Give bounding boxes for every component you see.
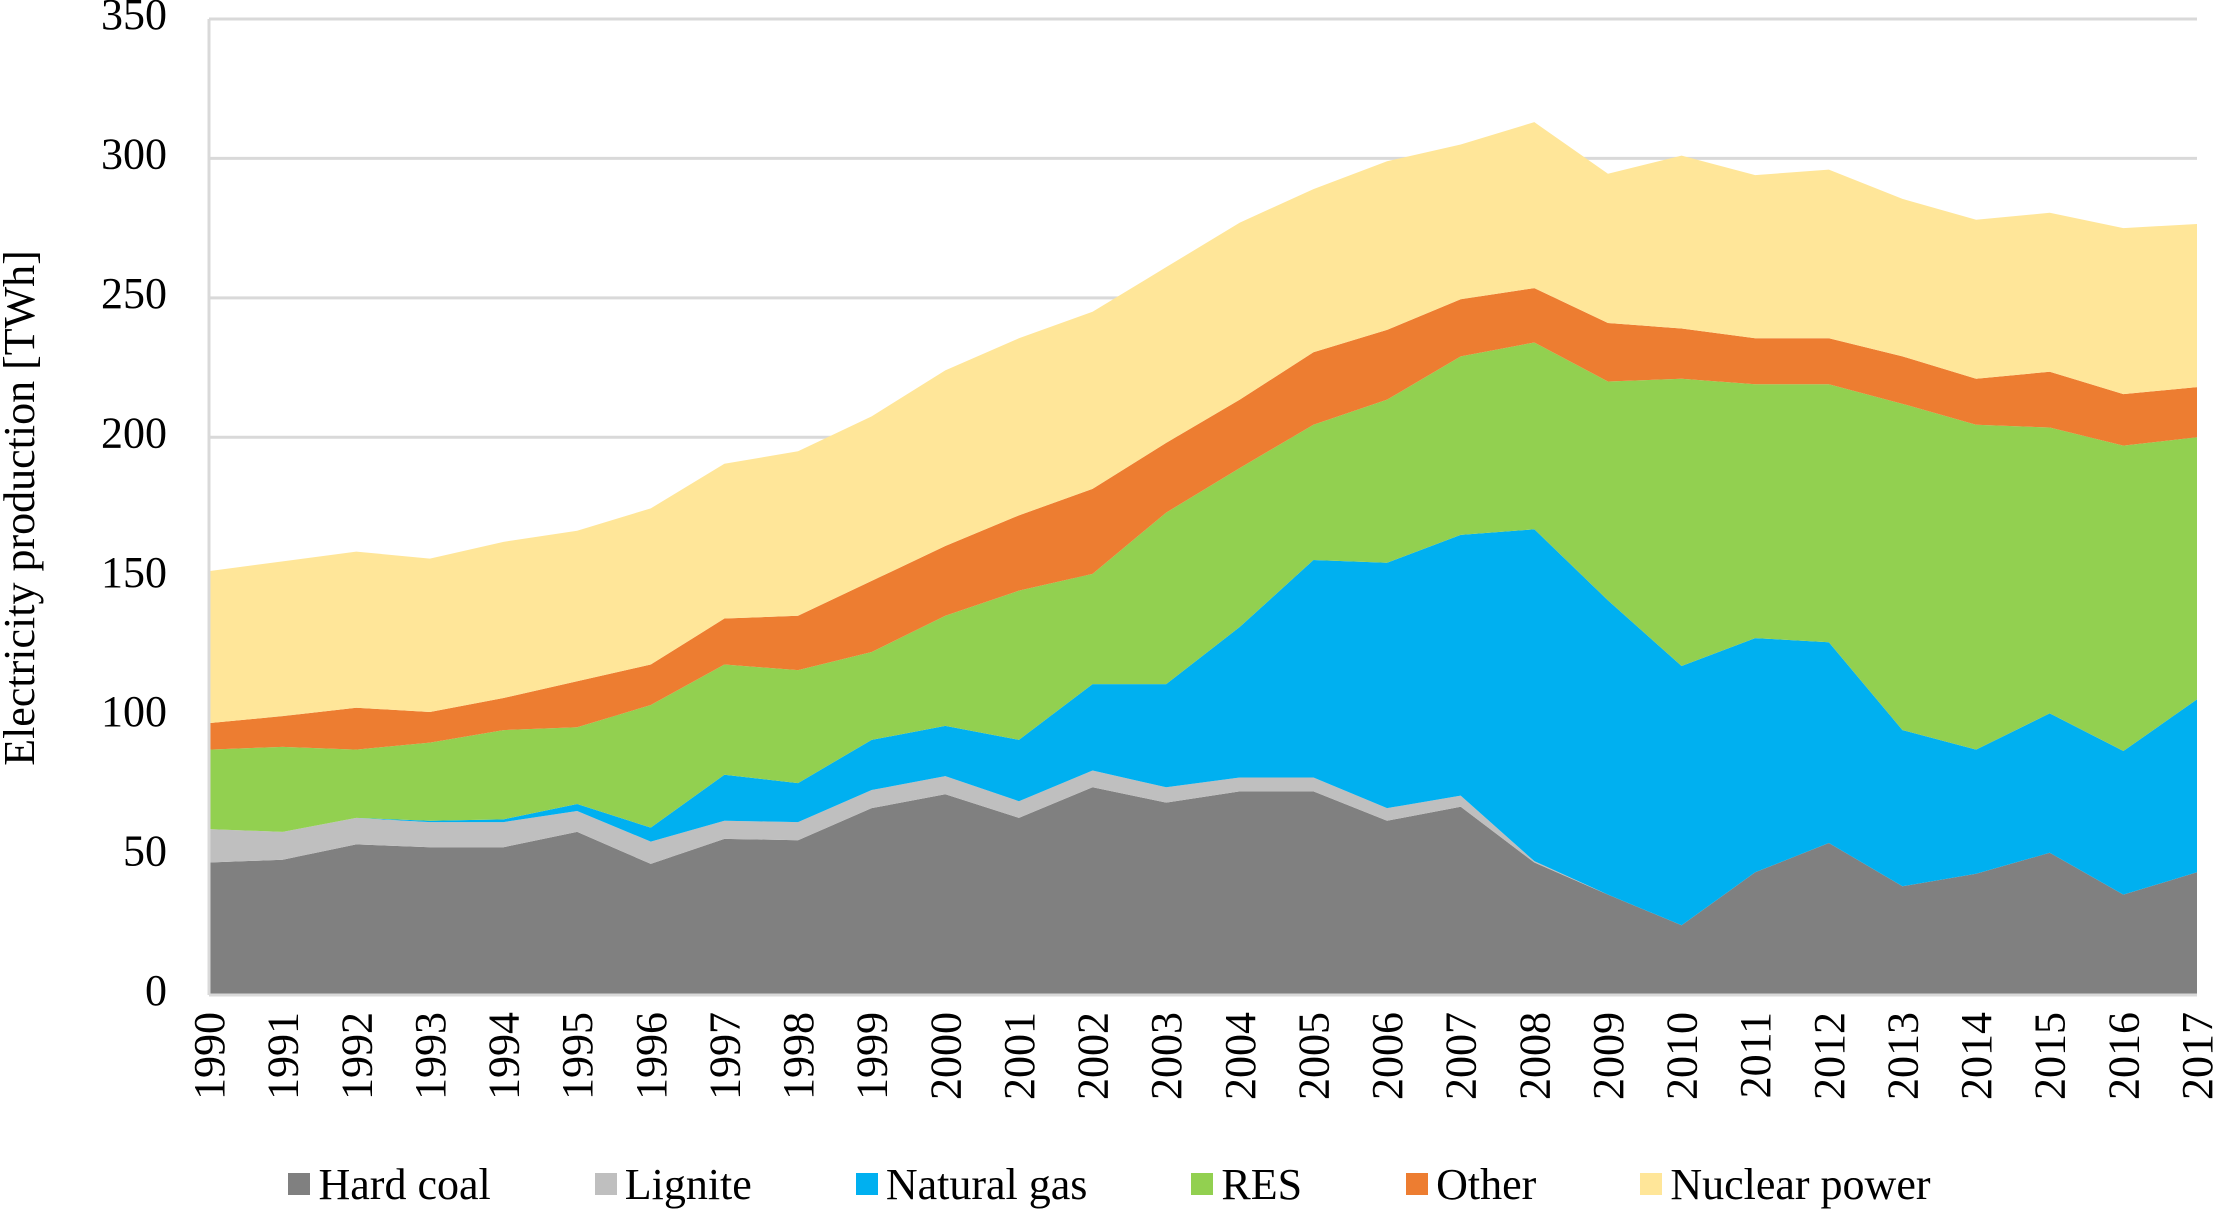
legend-item-nuclear-power: Nuclear power	[1640, 1159, 1931, 1210]
area-nuclear-power	[209, 122, 2197, 724]
area-natural-gas	[209, 529, 2197, 926]
x-tick-label: 2007	[1437, 1012, 1486, 1100]
x-tick-label: 2017	[2173, 1012, 2219, 1100]
legend-label: RES	[1221, 1159, 1303, 1209]
legend-label: Nuclear power	[1670, 1159, 1931, 1209]
legend-label: Other	[1436, 1159, 1537, 1209]
legend-item-hard-coal: Hard coal	[288, 1159, 491, 1210]
x-tick-label: 1993	[406, 1012, 455, 1100]
area-res	[209, 342, 2197, 832]
x-tick-label: 2011	[1731, 1012, 1780, 1098]
x-tick-label: 2010	[1658, 1012, 1707, 1100]
area-series	[209, 122, 2197, 995]
legend: Hard coal Lignite Natural gas RES Other Nucle…	[0, 1150, 2219, 1218]
y-tick-label: 200	[101, 408, 167, 457]
legend-item-res: RES	[1191, 1159, 1302, 1210]
x-tick-label: 1999	[848, 1012, 897, 1100]
legend-swatch	[855, 1173, 878, 1195]
y-tick-label: 250	[101, 269, 167, 318]
x-tick-label: 1991	[259, 1012, 308, 1100]
x-tick-label: 2016	[2099, 1012, 2148, 1100]
x-tick-label: 2001	[995, 1012, 1044, 1100]
x-tick-label: 2000	[921, 1012, 970, 1100]
x-tick-label: 2008	[1510, 1012, 1559, 1100]
legend-item-natural-gas: Natural gas	[855, 1159, 1088, 1210]
legend-swatch	[1640, 1173, 1663, 1195]
y-tick-label: 50	[123, 827, 167, 876]
area-hard-coal	[209, 787, 2197, 995]
y-tick-labels: 0 50 100 150 200 250 300 350	[101, 0, 167, 1015]
x-tick-label: 2002	[1069, 1012, 1118, 1100]
legend-label: Hard coal	[318, 1159, 491, 1209]
x-tick-label: 1990	[185, 1012, 234, 1100]
legend-swatch	[1406, 1173, 1429, 1195]
x-tick-label: 2012	[1805, 1012, 1854, 1100]
legend-swatch	[594, 1173, 617, 1195]
x-tick-label: 1995	[553, 1012, 602, 1100]
x-tick-label: 2004	[1216, 1012, 1265, 1100]
x-tick-label: 2015	[2026, 1012, 2075, 1100]
legend-label: Lignite	[624, 1159, 752, 1209]
legend-item-lignite: Lignite	[594, 1159, 752, 1210]
y-tick-label: 0	[145, 966, 167, 1015]
y-axis-label: Electricity production [TWh]	[0, 250, 44, 766]
legend-item-other: Other	[1406, 1159, 1536, 1210]
legend-swatch	[288, 1173, 311, 1195]
axes	[207, 19, 2197, 997]
x-tick-labels: 1990 1991 1992 1993 1994 1995 1996 1997 1998 1999…	[185, 1012, 2219, 1100]
y-tick-label: 300	[101, 130, 167, 179]
x-tick-label: 2013	[1878, 1012, 1927, 1100]
x-tick-label: 2014	[1952, 1012, 2001, 1100]
x-tick-label: 1998	[774, 1012, 823, 1100]
x-tick-label: 2009	[1584, 1012, 1633, 1100]
x-tick-label: 1996	[627, 1012, 676, 1100]
y-tick-label: 350	[101, 0, 167, 39]
x-tick-label: 1994	[480, 1012, 529, 1100]
legend-swatch	[1191, 1173, 1214, 1195]
y-tick-label: 100	[101, 687, 167, 736]
x-tick-label: 1992	[332, 1012, 381, 1100]
x-tick-label: 1997	[700, 1012, 749, 1100]
legend-label: Natural gas	[885, 1159, 1088, 1209]
x-tick-label: 2003	[1142, 1012, 1191, 1100]
x-tick-label: 2006	[1363, 1012, 1412, 1100]
x-tick-label: 2005	[1289, 1012, 1338, 1100]
area-other	[209, 288, 2197, 750]
y-tick-label: 150	[101, 548, 167, 597]
